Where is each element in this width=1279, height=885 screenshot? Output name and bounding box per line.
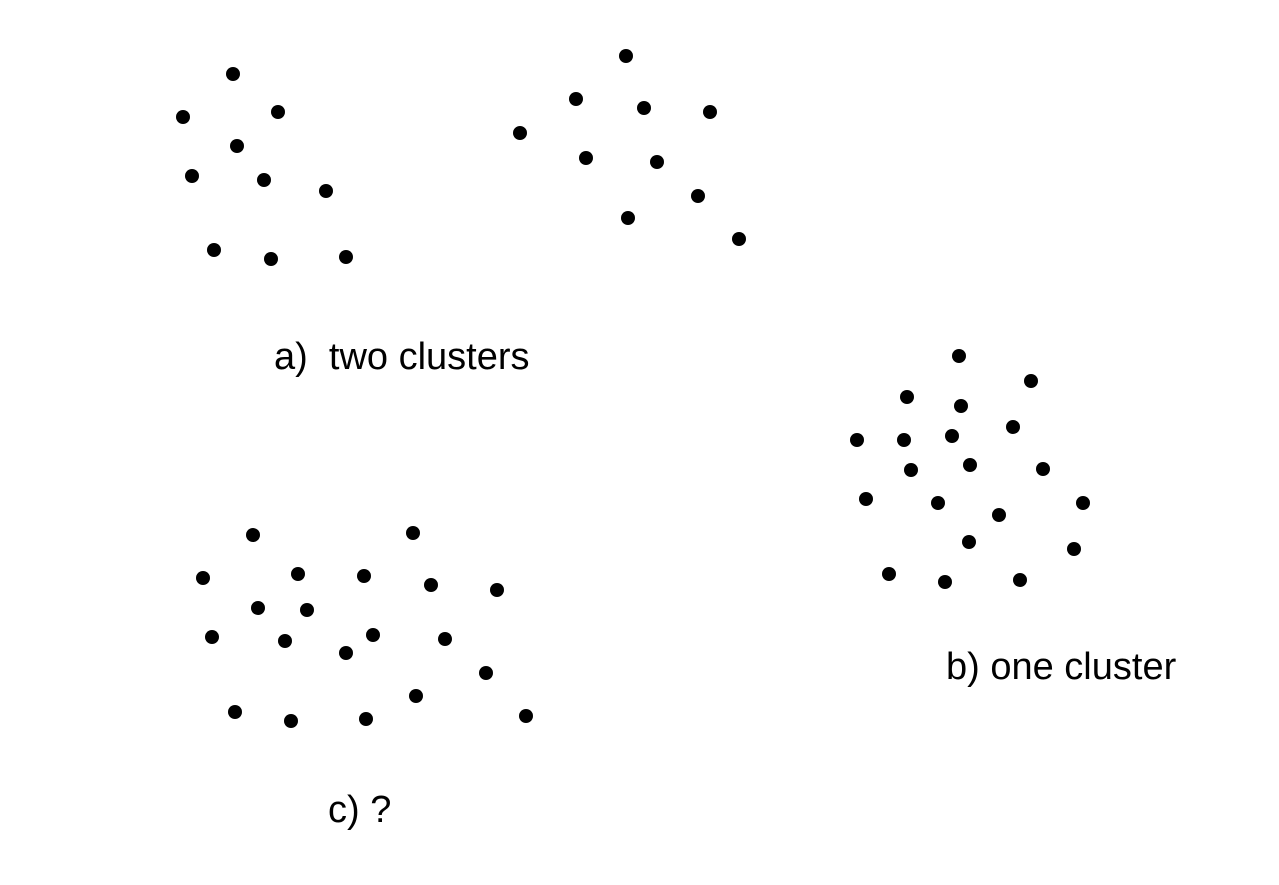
- panel-b-point: [897, 433, 911, 447]
- panel-b-point: [1006, 420, 1020, 434]
- panel-a-point: [619, 49, 633, 63]
- panel-c-point: [205, 630, 219, 644]
- panel-b-point: [992, 508, 1006, 522]
- panel-b-point: [1024, 374, 1038, 388]
- panel-c-point: [339, 646, 353, 660]
- panel-b-point: [945, 429, 959, 443]
- panel-a-points: [176, 49, 746, 266]
- panel-c-point: [196, 571, 210, 585]
- panel-c-point: [291, 567, 305, 581]
- panel-b-point: [900, 390, 914, 404]
- panel-b-point: [954, 399, 968, 413]
- panel-b-point: [963, 458, 977, 472]
- panel-a-point: [579, 151, 593, 165]
- panel-b-point: [1076, 496, 1090, 510]
- panel-a-point: [257, 173, 271, 187]
- panel-a-point: [513, 126, 527, 140]
- panel-a-point: [691, 189, 705, 203]
- panel-b-point: [931, 496, 945, 510]
- panel-a-point: [230, 139, 244, 153]
- panel-c-point: [366, 628, 380, 642]
- panel-a-point: [271, 105, 285, 119]
- panel-c-point: [359, 712, 373, 726]
- panel-c-points: [196, 526, 533, 728]
- panel-b-point: [1067, 542, 1081, 556]
- panel-a-point: [339, 250, 353, 264]
- panel-b-point: [859, 492, 873, 506]
- panel-a-point: [319, 184, 333, 198]
- panel-b-point: [938, 575, 952, 589]
- panel-c-point: [278, 634, 292, 648]
- panel-a-point: [569, 92, 583, 106]
- panel-a-point: [185, 169, 199, 183]
- panel-a-point: [650, 155, 664, 169]
- panel-b-point: [952, 349, 966, 363]
- panel-c-point: [246, 528, 260, 542]
- panel-a-point: [176, 110, 190, 124]
- panel-a-label: a) two clusters: [274, 336, 530, 378]
- panel-a-point: [207, 243, 221, 257]
- panel-b-point: [962, 535, 976, 549]
- panel-c-point: [479, 666, 493, 680]
- panel-b-point: [1036, 462, 1050, 476]
- panel-c-point: [406, 526, 420, 540]
- panel-c-point: [300, 603, 314, 617]
- panel-b-points: [850, 349, 1090, 589]
- panel-b-point: [1013, 573, 1027, 587]
- panel-a-point: [637, 101, 651, 115]
- panel-a-point: [703, 105, 717, 119]
- panel-b-point: [904, 463, 918, 477]
- panel-b-point: [850, 433, 864, 447]
- panel-c-point: [228, 705, 242, 719]
- panel-c-point: [490, 583, 504, 597]
- panel-a-point: [732, 232, 746, 246]
- panel-b-point: [882, 567, 896, 581]
- panel-c-label: c) ?: [328, 789, 392, 831]
- panel-a-point: [621, 211, 635, 225]
- panel-a-point: [226, 67, 240, 81]
- panel-c-point: [357, 569, 371, 583]
- panel-c-point: [284, 714, 298, 728]
- panel-a-point: [264, 252, 278, 266]
- panel-c-point: [424, 578, 438, 592]
- panel-c-point: [251, 601, 265, 615]
- panel-c-point: [519, 709, 533, 723]
- panel-b-label: b) one cluster: [946, 646, 1177, 688]
- panel-c-point: [409, 689, 423, 703]
- panel-c-point: [438, 632, 452, 646]
